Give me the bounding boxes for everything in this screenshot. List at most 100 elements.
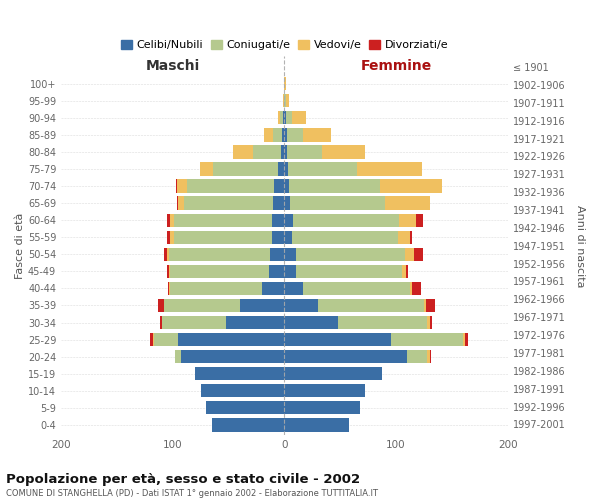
Bar (284, 77, 286, 90)
Bar (240, 299, 284, 312)
Bar (170, 214, 174, 227)
Bar (293, 214, 400, 227)
Bar (176, 180, 177, 192)
Bar (407, 350, 427, 364)
Bar (292, 111, 305, 124)
Bar (391, 333, 463, 346)
Bar (400, 214, 416, 227)
Bar (253, 146, 281, 158)
Bar (169, 248, 270, 261)
Bar (280, 111, 283, 124)
Bar (283, 94, 284, 108)
Bar (284, 196, 290, 210)
Bar (290, 196, 385, 210)
Bar (178, 333, 284, 346)
Bar (283, 111, 284, 124)
Bar (160, 316, 161, 329)
Bar (287, 146, 322, 158)
Bar (213, 162, 278, 175)
Bar (385, 196, 430, 210)
Bar (284, 299, 318, 312)
Bar (168, 282, 169, 295)
Bar (322, 146, 365, 158)
Bar (284, 230, 292, 244)
Bar (273, 128, 282, 141)
Bar (169, 264, 170, 278)
Bar (270, 248, 284, 261)
Bar (284, 384, 365, 398)
Bar (380, 180, 442, 192)
Bar (287, 128, 304, 141)
Bar (304, 282, 410, 295)
Bar (286, 111, 292, 124)
Bar (167, 248, 169, 261)
Bar (200, 384, 284, 398)
Bar (281, 146, 284, 158)
Bar (174, 230, 272, 244)
Bar (164, 299, 240, 312)
Bar (170, 230, 174, 244)
Bar (262, 282, 284, 295)
Bar (284, 350, 407, 364)
Bar (289, 180, 380, 192)
Bar (158, 299, 164, 312)
Bar (427, 316, 430, 329)
Bar (284, 248, 296, 261)
Bar (416, 214, 423, 227)
Bar (338, 316, 427, 329)
Bar (272, 214, 284, 227)
Bar (175, 350, 181, 364)
Bar (284, 264, 296, 278)
Bar (463, 333, 466, 346)
Bar (398, 230, 410, 244)
Bar (430, 350, 431, 364)
Bar (414, 248, 423, 261)
Bar (284, 111, 286, 124)
Bar (278, 162, 284, 175)
Text: Maschi: Maschi (146, 58, 200, 72)
Bar (430, 316, 432, 329)
Bar (184, 196, 273, 210)
Y-axis label: Anni di nascita: Anni di nascita (575, 204, 585, 287)
Bar (296, 264, 402, 278)
Bar (178, 196, 184, 210)
Bar (195, 367, 284, 380)
Bar (233, 146, 253, 158)
Bar (278, 111, 280, 124)
Bar (206, 401, 284, 414)
Bar (152, 333, 154, 346)
Bar (284, 418, 349, 432)
Bar (154, 333, 178, 346)
Bar (412, 282, 421, 295)
Bar (177, 196, 178, 210)
Bar (181, 350, 284, 364)
Bar (405, 248, 414, 261)
Bar (167, 230, 170, 244)
Y-axis label: Fasce di età: Fasce di età (15, 212, 25, 279)
Bar (284, 367, 382, 380)
Bar (174, 214, 272, 227)
Bar (357, 162, 422, 175)
Bar (318, 299, 424, 312)
Bar (273, 196, 284, 210)
Bar (265, 128, 273, 141)
Bar (169, 282, 170, 295)
Bar (284, 128, 287, 141)
Bar (161, 316, 226, 329)
Bar (170, 264, 269, 278)
Text: Popolazione per età, sesso e stato civile - 2002: Popolazione per età, sesso e stato civil… (6, 472, 360, 486)
Bar (274, 180, 284, 192)
Bar (286, 94, 289, 108)
Bar (226, 316, 284, 329)
Bar (292, 230, 398, 244)
Bar (427, 350, 430, 364)
Bar (212, 418, 284, 432)
Bar (284, 162, 288, 175)
Bar (284, 94, 286, 108)
Bar (284, 333, 391, 346)
Bar (177, 180, 187, 192)
Bar (284, 282, 304, 295)
Bar (170, 282, 262, 295)
Bar (410, 282, 412, 295)
Bar (284, 401, 361, 414)
